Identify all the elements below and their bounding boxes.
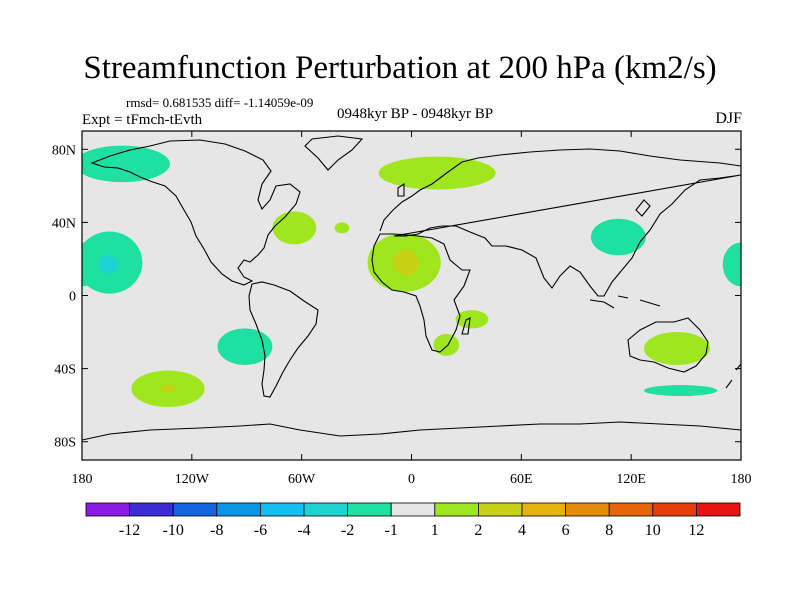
colorbar-label: 12 — [688, 522, 704, 539]
period-label: 0948kyr BP - 0948kyr BP — [336, 106, 494, 122]
anomaly-north-africa-core — [393, 249, 419, 276]
colorbar-box — [129, 502, 174, 517]
y-tick-label: 0 — [69, 290, 76, 305]
colorbar-box — [172, 502, 218, 517]
anomaly-east-pacific-core — [96, 255, 119, 274]
x-tick-label: 0 — [408, 472, 415, 487]
colorbar-label: 8 — [605, 522, 613, 539]
y-axis: 80N 40N 0 40S 80S — [52, 143, 741, 451]
experiment-label: Expt = tFmch-tEvth — [82, 112, 203, 128]
colorbar-label: 4 — [518, 522, 526, 539]
coastline-british-isles — [397, 182, 405, 197]
colorbar-label: 1 — [431, 522, 439, 539]
colorbar-box — [216, 502, 261, 517]
anomaly-east-us-atlantic — [272, 211, 317, 245]
coastline-eurasia — [379, 148, 741, 297]
colorbar-box — [347, 502, 392, 517]
colorbar-box — [390, 502, 436, 517]
colorbar-box — [696, 502, 741, 517]
coastlines — [82, 135, 741, 441]
colorbar-label: -8 — [210, 522, 223, 539]
colorbar-label: -10 — [163, 522, 184, 539]
colorbar: -12 -10 -8 -6 -4 -2 -1 1 2 4 6 8 10 12 — [85, 502, 741, 539]
colorbar-box — [434, 502, 479, 517]
colorbar-box — [521, 502, 566, 517]
colorbar-label: 6 — [562, 522, 570, 539]
colorbar-box — [565, 502, 610, 517]
anomaly-layer — [82, 145, 741, 407]
coastline-south-america — [248, 281, 319, 398]
coastline-north-america — [90, 139, 301, 286]
coastline-greenland — [304, 135, 364, 171]
x-tick-label: 120W — [175, 472, 210, 487]
x-tick-label: 120E — [616, 472, 646, 487]
anomaly-australia-south — [643, 332, 710, 365]
colorbar-box — [259, 502, 305, 517]
coastline-antarctica — [82, 421, 741, 441]
anomaly-south-pacific-southeast-core — [160, 385, 176, 393]
x-tick-label: 60W — [288, 472, 316, 487]
anomaly-north-atlantic-west-blob — [334, 222, 350, 234]
anomaly-scandinavia-north-atlantic — [378, 156, 496, 190]
colorbar-label: -12 — [119, 522, 140, 539]
x-tick-label: 180 — [731, 472, 752, 487]
anomaly-central-pacific-date-line — [722, 242, 741, 287]
anomaly-east-africa-indian-ocean — [455, 310, 489, 329]
x-tick-label: 180 — [72, 472, 93, 487]
anomaly-north-pacific-high — [82, 145, 170, 183]
colorbar-label: -2 — [341, 522, 354, 539]
anomaly-northwest-pacific — [590, 218, 646, 256]
coastline-australia — [627, 317, 709, 373]
anomaly-south-africa — [433, 333, 460, 356]
colorbar-label: -1 — [385, 522, 398, 539]
x-tick-label: 60E — [510, 472, 533, 487]
x-axis: 180 120W 60W 0 60E 120E 180 — [72, 131, 752, 487]
rmsd-diff-label: rmsd= 0.681535 diff= -1.14059e-09 — [126, 95, 314, 110]
y-tick-label: 80N — [52, 143, 76, 158]
chart-title: Streamfunction Perturbation at 200 hPa (… — [83, 50, 717, 86]
coastline-japan — [635, 199, 651, 217]
y-tick-label: 40N — [52, 216, 76, 231]
colorbar-label: -4 — [297, 522, 310, 539]
coastline-africa — [371, 233, 471, 353]
colorbar-box — [608, 502, 654, 517]
coastline-indonesia — [589, 295, 661, 309]
anomaly-central-pacific-date-line-wrap — [82, 242, 101, 287]
colorbar-label: 2 — [474, 522, 482, 539]
y-tick-label: 80S — [54, 436, 76, 451]
colorbar-box — [652, 502, 697, 517]
coastline-madagascar — [461, 317, 471, 335]
colorbar-box — [303, 502, 348, 517]
colorbar-box — [85, 502, 130, 517]
anomaly-south-pacific-southwest — [217, 328, 273, 365]
anomaly-southern-ocean-south-of-australia — [643, 385, 718, 397]
colorbar-box — [477, 502, 523, 517]
season-label: DJF — [715, 110, 742, 127]
y-tick-label: 40S — [54, 363, 76, 378]
colorbar-label: 10 — [645, 522, 661, 539]
colorbar-label: -6 — [254, 522, 267, 539]
